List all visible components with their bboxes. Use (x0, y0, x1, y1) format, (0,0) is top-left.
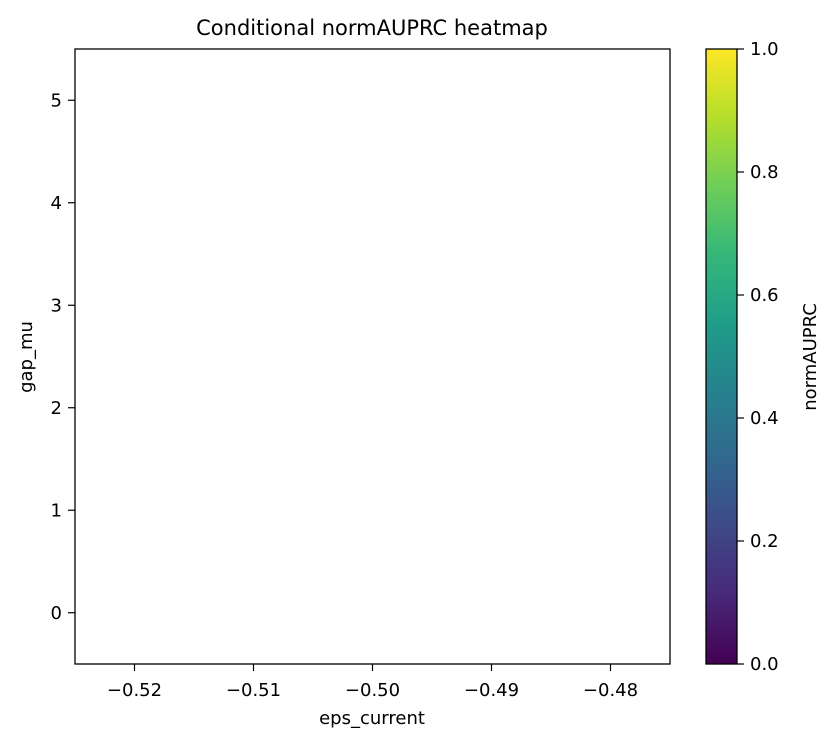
y-tick-label: 4 (51, 193, 62, 214)
x-axis-label: eps_current (319, 708, 425, 729)
colorbar-frame (705, 48, 738, 665)
colorbar: 0.0 0.2 0.4 0.6 0.8 1.0 normAUPRC (705, 39, 821, 675)
y-tick-label: 2 (51, 398, 62, 419)
x-tick-label: −0.48 (583, 680, 638, 701)
x-tick-label: −0.50 (345, 680, 400, 701)
colorbar-tick-label: 1.0 (750, 39, 779, 60)
plot-area (74, 48, 671, 665)
y-tick-label: 0 (51, 603, 62, 624)
colorbar-gradient (706, 49, 737, 664)
colorbar-ticks: 0.0 0.2 0.4 0.6 0.8 1.0 (737, 39, 779, 675)
y-axis: 0 1 2 3 4 5 (51, 90, 75, 624)
chart-title: Conditional normAUPRC heatmap (196, 16, 548, 40)
y-tick-label: 3 (51, 295, 62, 316)
plot-background (75, 49, 670, 664)
x-tick-label: −0.49 (464, 680, 519, 701)
colorbar-label: normAUPRC (800, 303, 821, 411)
x-axis: −0.52 −0.51 −0.50 −0.49 −0.48 (107, 664, 638, 701)
x-tick-label: −0.52 (107, 680, 162, 701)
colorbar-tick-label: 0.4 (750, 408, 779, 429)
colorbar-tick-label: 0.6 (750, 285, 779, 306)
colorbar-tick-label: 0.8 (750, 162, 779, 183)
x-tick-label: −0.51 (226, 680, 281, 701)
colorbar-tick-label: 0.0 (750, 654, 779, 675)
y-axis-label: gap_mu (16, 321, 37, 393)
y-tick-label: 5 (51, 90, 62, 111)
y-tick-label: 1 (51, 500, 62, 521)
colorbar-tick-label: 0.2 (750, 531, 779, 552)
